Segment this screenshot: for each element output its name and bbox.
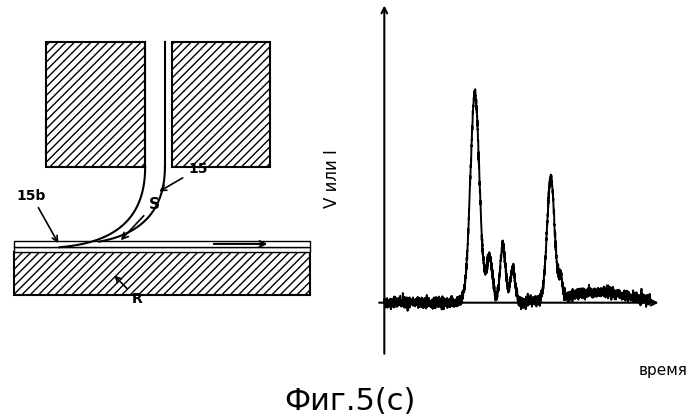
Text: 15b: 15b: [17, 189, 57, 242]
Bar: [172, 42, 270, 167]
Text: S: S: [122, 197, 160, 239]
Bar: [13, 247, 309, 252]
Text: 15: 15: [161, 162, 207, 191]
Text: время: время: [638, 362, 687, 378]
Text: V или I: V или I: [323, 149, 341, 207]
Text: Фиг.5(c): Фиг.5(c): [284, 387, 416, 416]
Text: R: R: [116, 277, 143, 306]
Bar: [13, 252, 309, 295]
Bar: [13, 241, 309, 247]
Bar: [46, 42, 145, 167]
